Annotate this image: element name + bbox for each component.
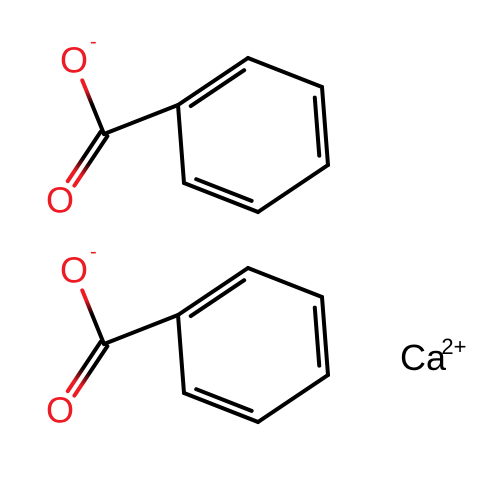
- calcium-cation: Ca2+: [400, 334, 466, 378]
- oxygen-double-label: O: [46, 390, 74, 431]
- oxygen-minus-label: O: [60, 40, 88, 81]
- oxygen-double-label: O: [46, 180, 74, 221]
- calcium-charge: 2+: [441, 334, 466, 359]
- calcium-label: Ca: [400, 337, 447, 378]
- oxygen-minus-charge: -: [90, 31, 97, 53]
- benzoate-anion: O-O: [46, 31, 328, 221]
- oxygen-minus-label: O: [60, 250, 88, 291]
- benzoate-anion: O-O: [46, 241, 328, 431]
- oxygen-minus-charge: -: [90, 241, 97, 263]
- molecule-diagram: O-OO-OCa2+: [0, 0, 500, 500]
